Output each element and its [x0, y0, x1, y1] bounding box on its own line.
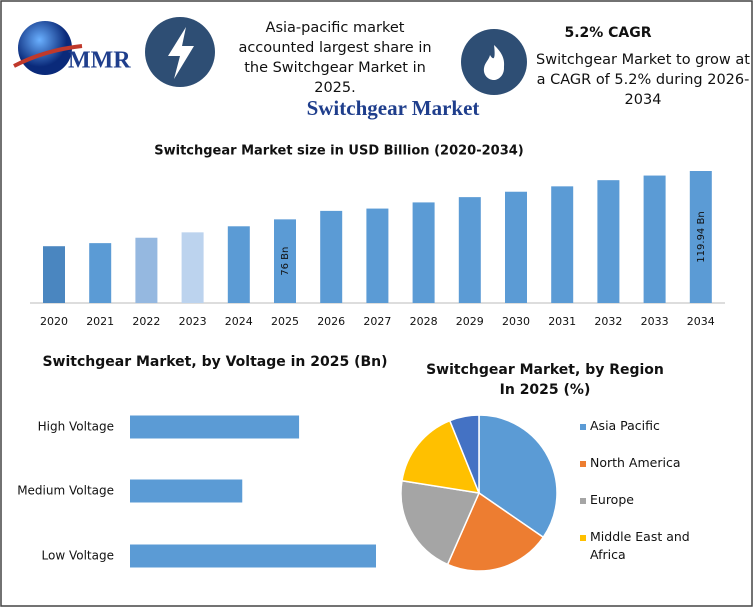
cagr-note: Switchgear Market to grow at a CAGR of 5… [536, 52, 750, 108]
bar [181, 232, 204, 303]
x-tick-label: 2033 [641, 315, 669, 328]
x-tick-label: 2029 [456, 315, 484, 328]
value-label: 76 Bn [280, 247, 291, 276]
x-tick-label: 2027 [363, 315, 391, 328]
bar [643, 175, 666, 303]
bar [458, 197, 481, 303]
bar [689, 171, 712, 303]
x-tick-label: 2021 [86, 315, 114, 328]
bar [130, 544, 376, 568]
pie-slice [448, 414, 480, 494]
legend-swatch [580, 498, 586, 504]
bar [135, 237, 158, 303]
header-note: Asia-pacific market accounted largest sh… [238, 20, 432, 96]
bar [130, 415, 300, 439]
cagr-title: 5.2% CAGR [564, 25, 651, 41]
y-tick-label: Low Voltage [42, 549, 114, 563]
x-tick-label: 2026 [317, 315, 345, 328]
x-tick-label: 2023 [179, 315, 207, 328]
bar [130, 479, 243, 503]
x-tick-label: 2022 [132, 315, 160, 328]
bar [43, 246, 65, 303]
page-title: Switchgear Market [307, 96, 480, 120]
y-tick-label: Medium Voltage [17, 484, 114, 498]
pie-slice [400, 479, 481, 566]
logo-swoosh [13, 44, 83, 68]
bar [412, 202, 435, 303]
x-tick-label: 2028 [410, 315, 438, 328]
bar [89, 243, 112, 303]
pie-slice [401, 419, 481, 494]
legend-label: Middle East and Africa [590, 529, 690, 562]
legend-swatch [580, 424, 586, 430]
x-tick-label: 2032 [594, 315, 622, 328]
bar [227, 226, 250, 303]
logo-globe [18, 21, 72, 75]
y-tick-label: High Voltage [38, 420, 114, 434]
bar [551, 186, 574, 303]
value-label: 119.94 Bn [696, 211, 707, 262]
icon-bolt [168, 27, 194, 79]
logo-text: MMR [68, 48, 131, 74]
chart-title: Switchgear Market, by Voltage in 2025 (B… [42, 354, 387, 370]
legend-label: Europe [590, 492, 634, 507]
legend-label: Asia Pacific [590, 418, 660, 433]
icon-fire [483, 45, 505, 80]
chart-title: Switchgear Market, by Region In 2025 (%) [426, 362, 664, 398]
x-tick-label: 2030 [502, 315, 530, 328]
x-tick-label: 2025 [271, 315, 299, 328]
bar [505, 191, 527, 303]
pie-slice [478, 414, 558, 539]
legend-label: North America [590, 455, 681, 470]
legend-swatch [580, 535, 586, 541]
bar [597, 180, 620, 303]
x-tick-label: 2024 [225, 315, 253, 328]
x-tick-label: 2034 [687, 315, 715, 328]
legend-swatch [580, 461, 586, 467]
bar [320, 210, 343, 303]
bar [366, 208, 389, 303]
bar [274, 219, 296, 303]
x-tick-label: 2020 [40, 315, 68, 328]
pie-slice [446, 491, 545, 572]
chart-title: Switchgear Market size in USD Billion (2… [154, 144, 523, 159]
x-tick-label: 2031 [548, 315, 576, 328]
